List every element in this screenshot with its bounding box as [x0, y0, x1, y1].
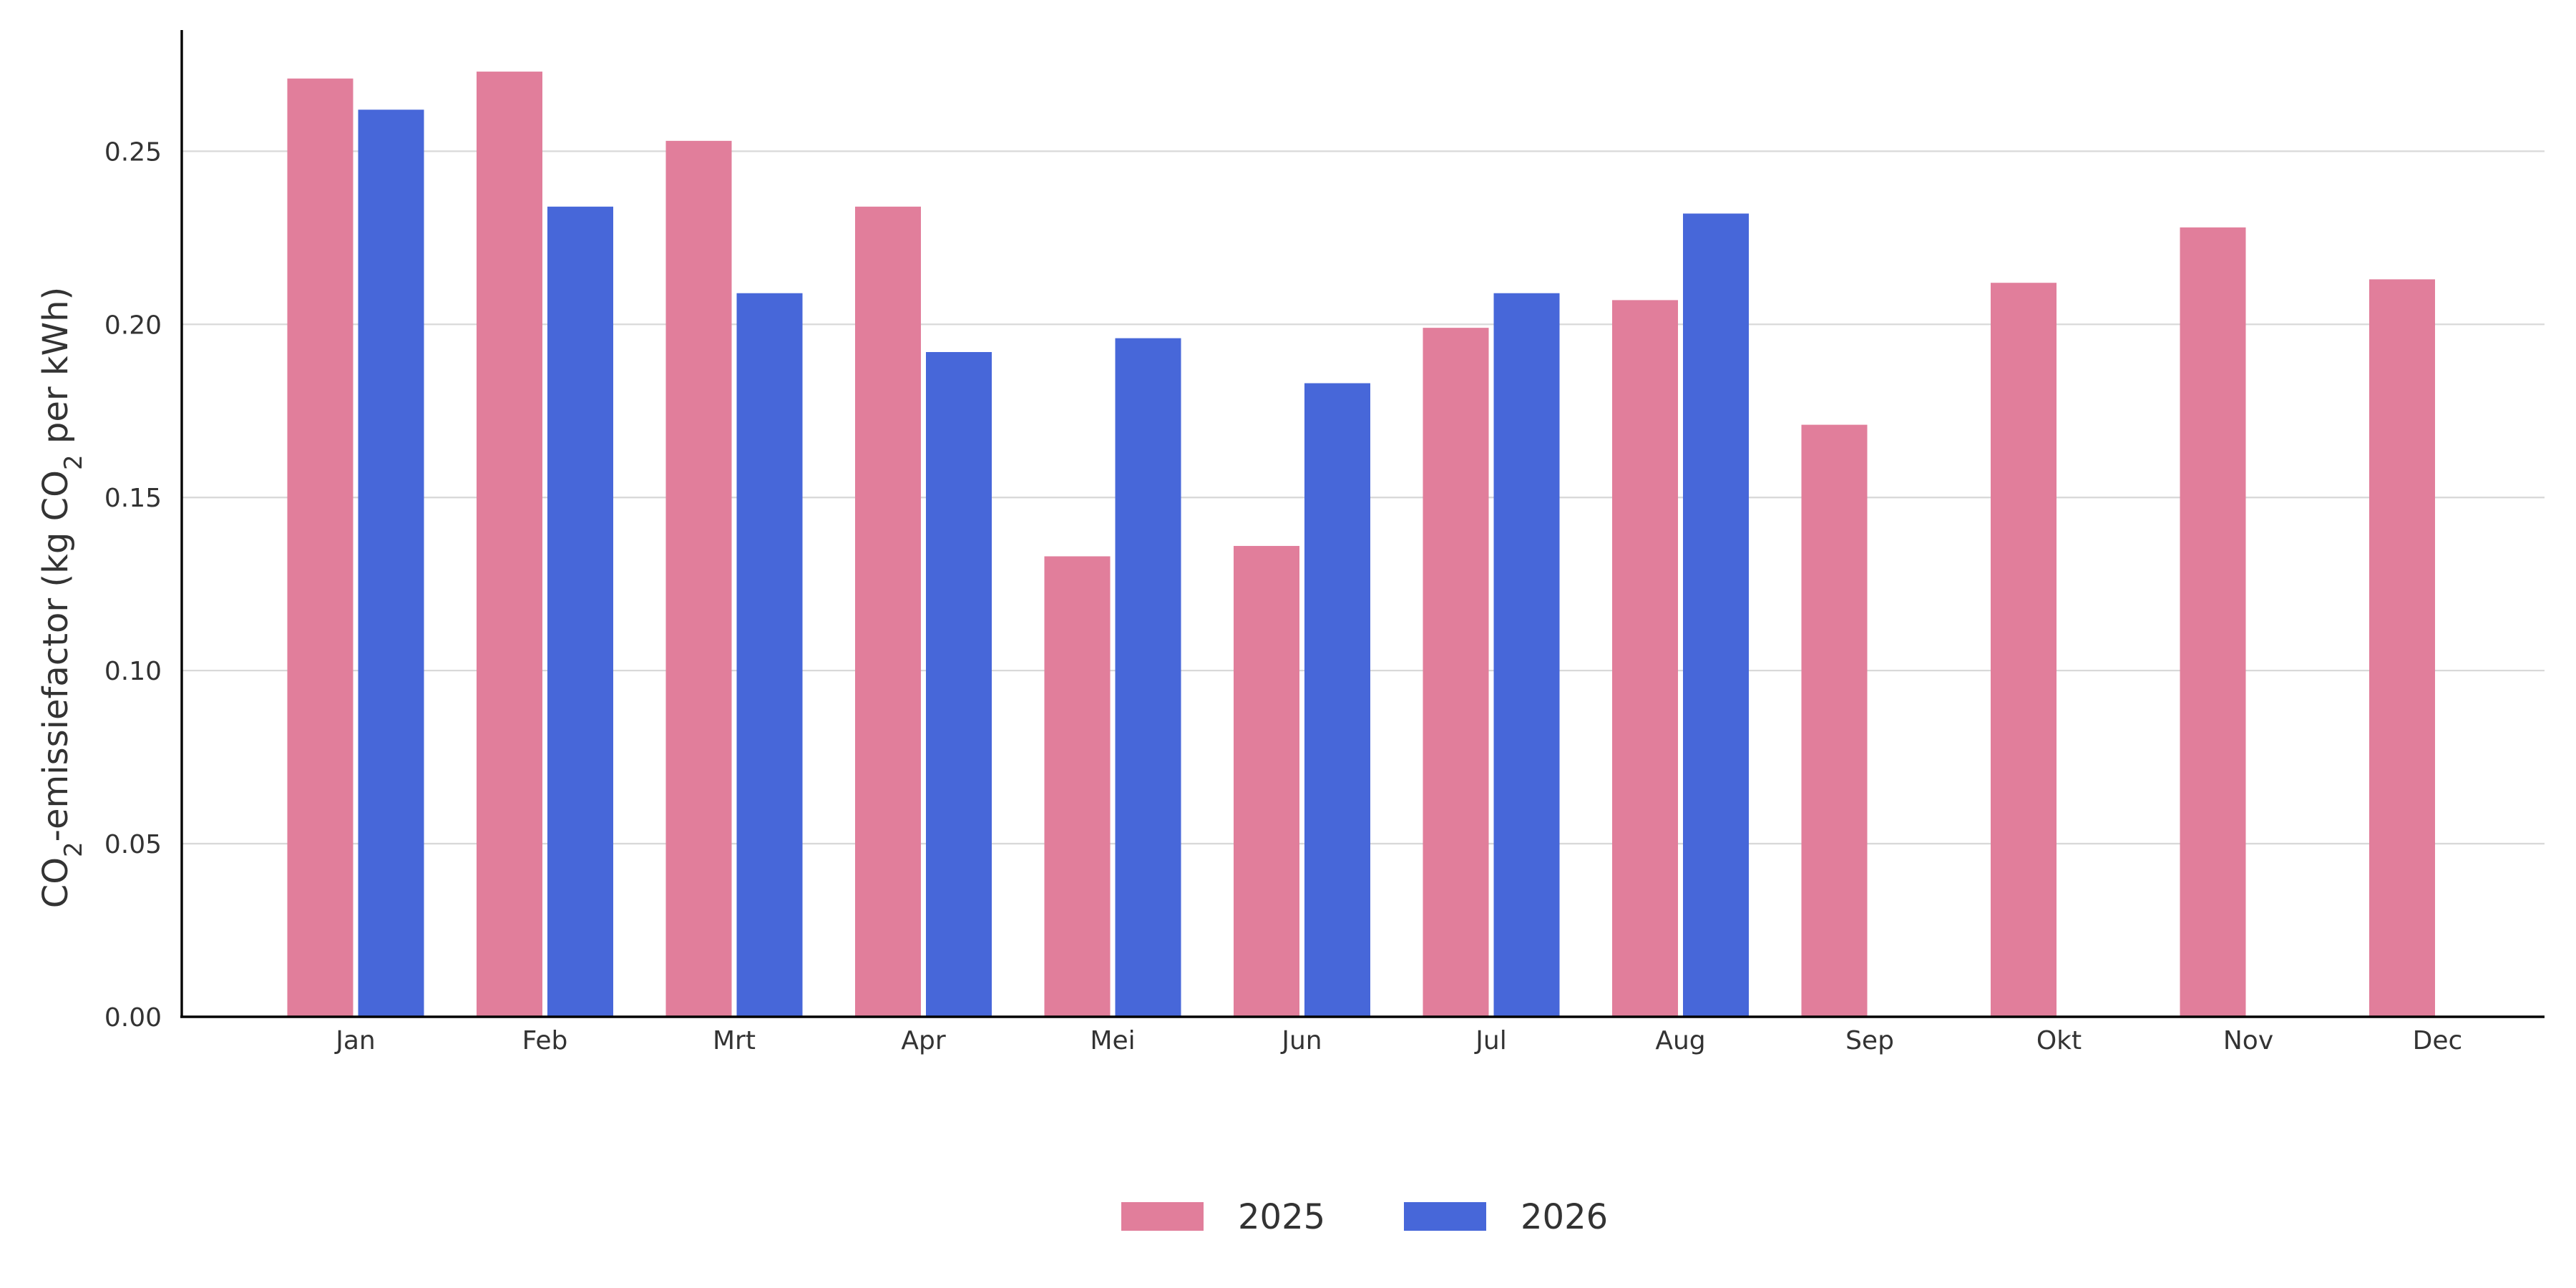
y-axis-title: CO2-emissiefactor (kg CO2 per kWh) — [36, 287, 88, 909]
bar-2025-aug — [1612, 300, 1678, 1017]
bar-2025-jul — [1423, 328, 1489, 1018]
bar-2026-jul — [1493, 293, 1560, 1017]
legend-label-2026: 2026 — [1521, 1197, 1608, 1237]
x-tick-label: Aug — [1655, 1026, 1705, 1055]
y-tick-label: 0.20 — [104, 311, 162, 340]
bar-2025-feb — [477, 72, 542, 1018]
bar-2025-nov — [2180, 227, 2246, 1017]
bar-2025-dec — [2369, 279, 2435, 1018]
x-tick-label: Mei — [1090, 1026, 1135, 1055]
y-tick-label: 0.00 — [104, 1003, 162, 1033]
x-tick-label: Jan — [334, 1026, 376, 1055]
x-tick-label: Nov — [2223, 1026, 2273, 1055]
axes — [180, 30, 2545, 1018]
y-tick-label: 0.15 — [104, 484, 162, 513]
x-tick-labels: Jan Feb Mrt Apr Mei Jun Jul Aug Sep Okt Nov Dec — [334, 1026, 2462, 1055]
y-tick-labels: 0.00 0.05 0.10 0.15 0.20 0.25 — [104, 137, 162, 1033]
bar-2026-jun — [1304, 383, 1370, 1017]
bar-2026-apr — [926, 351, 992, 1017]
bar-2025-jan — [287, 78, 353, 1017]
bar-2025-mei — [1044, 556, 1111, 1017]
bar-2025-sep — [1801, 424, 1868, 1017]
legend-swatch-2025 — [1121, 1202, 1204, 1231]
bar-2026-mei — [1115, 338, 1181, 1017]
x-tick-label: Jul — [1474, 1026, 1506, 1055]
legend-label-2025: 2025 — [1238, 1197, 1325, 1237]
x-tick-label: Apr — [901, 1026, 945, 1055]
y-axis-title-subscript: 2 — [59, 841, 88, 857]
y-tick-label: 0.05 — [104, 830, 162, 859]
y-axis-title-prefix: CO — [36, 857, 76, 908]
x-tick-label: Mrt — [713, 1026, 756, 1055]
bar-2026-feb — [547, 206, 613, 1017]
bar-2026-mrt — [736, 293, 803, 1017]
x-tick-label: Feb — [522, 1026, 568, 1055]
bar-2025-jun — [1234, 545, 1299, 1017]
legend: 2025 2026 — [1121, 1197, 1608, 1237]
x-tick-label: Jun — [1280, 1026, 1322, 1055]
bar-2026-aug — [1683, 213, 1749, 1018]
y-tick-label: 0.25 — [104, 137, 162, 167]
y-tick-label: 0.10 — [104, 657, 162, 686]
bar-2025-mrt — [665, 140, 732, 1017]
y-axis-title-subscript-2: 2 — [59, 454, 88, 470]
y-axis-title-suffix: per kWh) — [36, 287, 76, 455]
legend-swatch-2026 — [1404, 1202, 1486, 1231]
y-axis-title-middle: -emissiefactor (kg CO — [36, 470, 76, 841]
x-tick-label: Dec — [2413, 1026, 2463, 1055]
bar-2025-okt — [1991, 283, 2057, 1017]
bar-2026-jan — [358, 109, 424, 1017]
bars — [287, 72, 2435, 1018]
x-tick-label: Okt — [2036, 1026, 2082, 1055]
bar-2025-apr — [855, 206, 921, 1017]
x-tick-label: Sep — [1845, 1026, 1894, 1055]
